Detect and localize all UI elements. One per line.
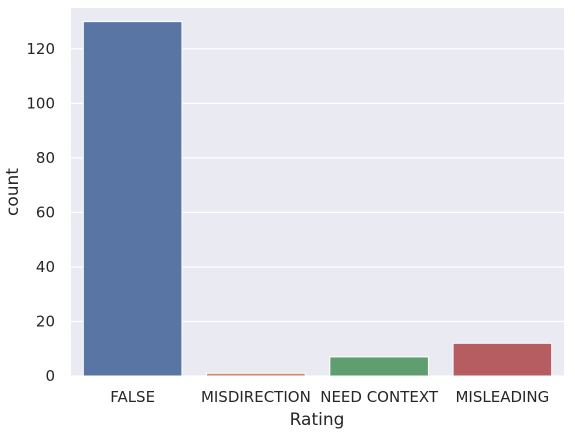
bar-need-context xyxy=(329,356,429,377)
y-tick-label: 80 xyxy=(36,149,55,167)
bar-misdirection xyxy=(206,372,306,377)
bars xyxy=(82,21,553,377)
x-tick-label: MISLEADING xyxy=(455,388,549,406)
y-tick-label: 60 xyxy=(36,203,55,221)
x-axis-ticks: FALSE MISDIRECTION NEED CONTEXT MISLEADING xyxy=(110,388,549,406)
bar-false xyxy=(82,21,183,377)
x-tick-label: NEED CONTEXT xyxy=(320,388,439,406)
y-tick-label: 100 xyxy=(26,94,55,112)
y-axis-ticks: 0 20 40 60 80 100 120 xyxy=(26,40,55,385)
x-tick-label: MISDIRECTION xyxy=(201,388,311,406)
bar-misleading xyxy=(452,342,553,377)
y-axis-label: count xyxy=(3,168,23,216)
y-tick-label: 120 xyxy=(26,40,55,58)
x-axis-label: Rating xyxy=(290,410,345,430)
y-tick-label: 20 xyxy=(36,312,55,330)
x-tick-label: FALSE xyxy=(110,388,155,406)
y-tick-label: 0 xyxy=(45,367,55,385)
y-tick-label: 40 xyxy=(36,258,55,276)
